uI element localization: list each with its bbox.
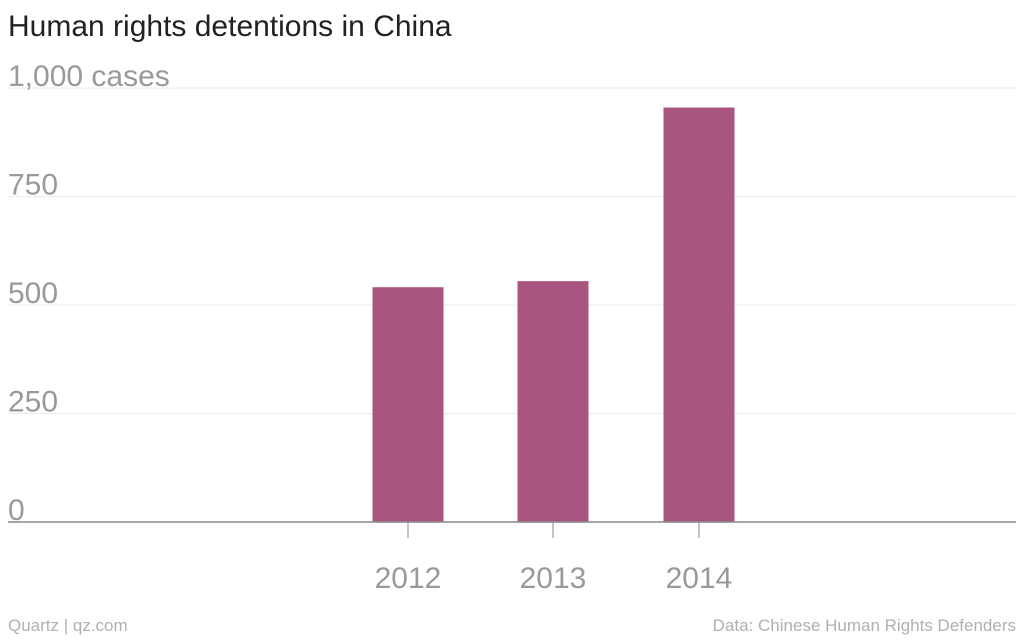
data-source: Data: Chinese Human Rights Defenders [712, 616, 1016, 635]
y-tick-labels: 0 250 500 750 1,000 cases [8, 60, 170, 527]
y-tick-label-250: 250 [8, 386, 58, 419]
y-tick-label-750: 750 [8, 169, 58, 202]
y-tick-label-1000: 1,000 cases [8, 60, 170, 93]
x-tick-labels: 2012 2013 2014 [375, 562, 733, 595]
bar-2013 [517, 281, 589, 522]
bar-2014 [663, 107, 735, 522]
bars [372, 107, 735, 522]
bar-2012 [372, 287, 444, 522]
y-tick-label-500: 500 [8, 277, 58, 310]
gridlines [8, 87, 1016, 414]
x-tick-label-2014: 2014 [666, 562, 733, 595]
x-tick-label-2013: 2013 [520, 562, 587, 595]
source-credit: Quartz | qz.com [8, 616, 128, 635]
x-tick-label-2012: 2012 [375, 562, 442, 595]
x-axis [8, 521, 1016, 538]
chart-title: Human rights detentions in China [8, 10, 452, 43]
y-tick-label-0: 0 [8, 494, 25, 527]
